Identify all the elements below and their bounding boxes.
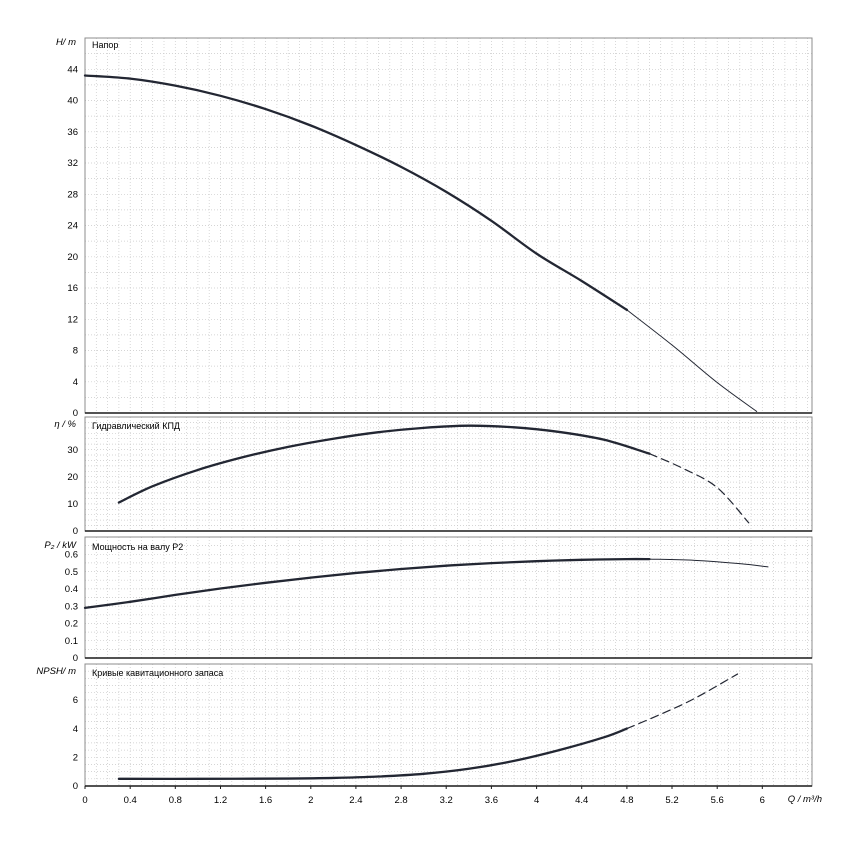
svg-text:0.2: 0.2 xyxy=(65,619,78,630)
curve-npsh-extended xyxy=(626,673,739,730)
svg-text:0.4: 0.4 xyxy=(124,795,137,806)
svg-text:0: 0 xyxy=(82,795,87,806)
svg-text:6: 6 xyxy=(73,695,78,706)
svg-text:10: 10 xyxy=(67,499,78,510)
svg-text:4: 4 xyxy=(534,795,539,806)
svg-text:0.1: 0.1 xyxy=(65,636,78,647)
svg-text:44: 44 xyxy=(67,65,78,76)
svg-text:36: 36 xyxy=(67,127,78,138)
panel-3-ytick-labels: 6 4 2 0 xyxy=(73,695,78,792)
svg-text:32: 32 xyxy=(67,158,78,169)
flow-axis-label: Q / m³/h xyxy=(787,794,822,805)
svg-text:24: 24 xyxy=(67,221,78,232)
x-tick-labels: 0 0.4 0.8 1.2 1.6 2 2.4 2.8 3.2 3.6 4 4.4 4.8 5.2 5.6 6 xyxy=(82,786,765,806)
curve-head-main xyxy=(83,74,629,312)
efficiency-axis-label: η / % xyxy=(54,419,76,430)
curve-efficiency-extended xyxy=(648,453,750,524)
svg-text:0.5: 0.5 xyxy=(65,567,78,578)
svg-text:5.2: 5.2 xyxy=(665,795,678,806)
panel-2-ytick-labels: 0.6 0.5 0.4 0.3 0.2 0.1 0 xyxy=(65,550,78,665)
head-curve-title: Напор xyxy=(92,40,119,50)
svg-text:30: 30 xyxy=(67,445,78,456)
svg-text:40: 40 xyxy=(67,96,78,107)
panel-2: 0.6 0.5 0.4 0.3 0.2 0.1 0 xyxy=(65,536,813,665)
shaft-power-axis-label: P₂ / kW xyxy=(44,540,76,551)
svg-text:4: 4 xyxy=(73,724,78,735)
panel-1-grid xyxy=(85,417,812,531)
svg-text:3.2: 3.2 xyxy=(440,795,453,806)
curve-npsh-main xyxy=(117,727,629,780)
svg-text:28: 28 xyxy=(67,189,78,200)
svg-text:2: 2 xyxy=(308,795,313,806)
panel-3-frame xyxy=(84,663,813,787)
curve-shaft-power-extended xyxy=(648,558,769,568)
curve-shaft-power-main xyxy=(83,557,651,610)
svg-text:6: 6 xyxy=(760,795,765,806)
svg-text:20: 20 xyxy=(67,252,78,263)
shaft-power-curve-title: Мощность на валу P2 xyxy=(92,542,184,552)
svg-text:2.8: 2.8 xyxy=(394,795,407,806)
npsh-axis-label: NPSH/ m xyxy=(36,666,76,677)
panel-1: 30 20 10 0 xyxy=(67,416,813,537)
panel-3: 6 4 2 0 xyxy=(73,663,813,792)
head-axis-label: H/ m xyxy=(55,37,76,48)
svg-text:0.4: 0.4 xyxy=(65,584,78,595)
svg-text:2: 2 xyxy=(73,753,78,764)
npsh-curve-title: Кривые кавитационного запаса xyxy=(92,668,224,678)
svg-text:0.8: 0.8 xyxy=(169,795,182,806)
svg-text:20: 20 xyxy=(67,472,78,483)
svg-text:4: 4 xyxy=(73,377,78,388)
panel-0-grid xyxy=(85,38,812,413)
svg-text:12: 12 xyxy=(67,314,78,325)
curve-efficiency-main xyxy=(117,424,651,504)
svg-text:8: 8 xyxy=(73,346,78,357)
efficiency-curve-title: Гидравлический КПД xyxy=(92,421,181,431)
svg-text:0.3: 0.3 xyxy=(65,601,78,612)
panel-1-ytick-labels: 30 20 10 0 xyxy=(67,445,78,537)
svg-text:2.4: 2.4 xyxy=(349,795,362,806)
panel-1-frame xyxy=(84,416,813,532)
svg-text:0: 0 xyxy=(73,526,78,537)
curve-head-extended xyxy=(626,309,758,412)
svg-text:0.6: 0.6 xyxy=(65,550,78,561)
svg-text:4.8: 4.8 xyxy=(620,795,633,806)
svg-text:3.6: 3.6 xyxy=(485,795,498,806)
svg-text:1.2: 1.2 xyxy=(214,795,227,806)
panel-3-grid xyxy=(85,664,812,786)
svg-text:0: 0 xyxy=(73,653,78,664)
svg-text:16: 16 xyxy=(67,283,78,294)
svg-text:0: 0 xyxy=(73,408,78,419)
svg-text:4.4: 4.4 xyxy=(575,795,588,806)
svg-text:1.6: 1.6 xyxy=(259,795,272,806)
svg-text:0: 0 xyxy=(73,781,78,792)
svg-text:5.6: 5.6 xyxy=(711,795,724,806)
panel-2-grid xyxy=(85,537,812,658)
